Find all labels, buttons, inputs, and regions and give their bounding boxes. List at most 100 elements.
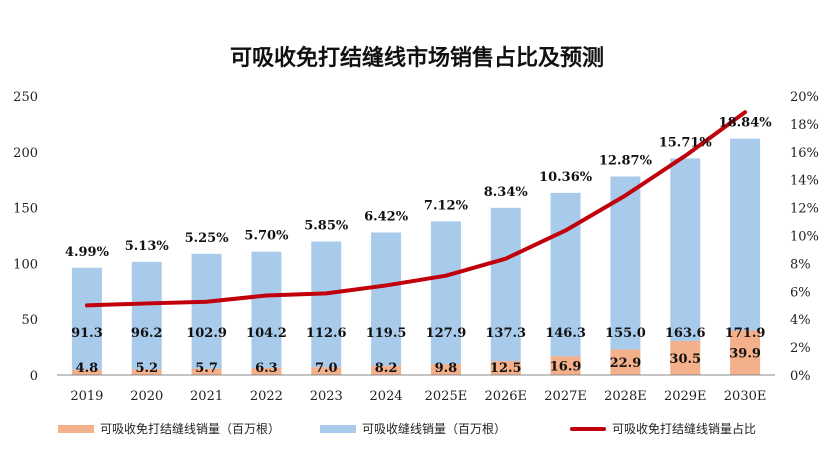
x-tick-label: 2022 (250, 389, 283, 404)
bar-exempt (730, 330, 761, 375)
y-left-tick-label: 0 (30, 369, 38, 384)
data-label-exempt: 4.8 (76, 361, 99, 376)
bar-absorb (71, 267, 102, 370)
legend-swatch-absorb (320, 424, 356, 433)
chart-legend: 可吸收免打结缝线销量（百万根） 可吸收缝线销量（百万根） 可吸收免打结缝线销量占… (58, 420, 818, 442)
data-label-exempt: 6.3 (255, 361, 278, 376)
y-left-tick-label: 200 (13, 146, 38, 161)
chart-title: 可吸收免打结缝线市场销售占比及预测 (229, 46, 604, 71)
x-tick-label: 2030E (724, 389, 767, 404)
x-tick-label: 2026E (484, 389, 527, 404)
bar-absorb (371, 232, 402, 366)
bar-absorb (670, 158, 701, 341)
y-left-tick-label: 50 (21, 313, 38, 328)
y-right-tick-label: 14% (790, 174, 819, 189)
legend-swatch-exempt (58, 424, 94, 433)
data-label-ratio: 8.34% (484, 185, 529, 200)
x-tick-label: 2020 (130, 389, 163, 404)
bar-absorb (730, 138, 761, 331)
bar-exempt (550, 356, 581, 375)
data-label-ratio: 15.71% (659, 135, 713, 150)
data-label-absorb: 91.3 (71, 326, 103, 341)
bar-exempt (191, 368, 222, 375)
data-label-exempt: 22.9 (610, 356, 642, 371)
y-right-tick-label: 4% (790, 313, 811, 328)
data-label-ratio: 5.85% (304, 219, 349, 234)
y-right-tick-label: 6% (790, 285, 811, 300)
data-label-absorb: 119.5 (366, 326, 407, 341)
data-label-absorb: 171.9 (725, 326, 766, 341)
legend-label-absorb: 可吸收缝线销量（百万根） (362, 422, 507, 436)
data-label-ratio: 5.13% (125, 239, 170, 254)
bar-absorb (550, 192, 581, 357)
bar-absorb (131, 261, 162, 370)
data-label-exempt: 9.8 (435, 361, 458, 376)
data-label-absorb: 146.3 (545, 326, 586, 341)
bar-exempt (610, 349, 641, 375)
data-label-absorb: 104.2 (246, 326, 287, 341)
ratio-line (84, 110, 748, 308)
x-tick-label: 2019 (70, 389, 103, 404)
legend-label-exempt: 可吸收免打结缝线销量（百万根） (100, 422, 281, 436)
bar-absorb (191, 253, 222, 369)
data-label-exempt: 12.5 (490, 361, 522, 376)
data-label-absorb: 137.3 (485, 326, 526, 341)
bar-exempt (71, 369, 102, 375)
data-label-ratio: 4.99% (65, 245, 110, 260)
data-label-absorb: 102.9 (186, 326, 227, 341)
data-label-exempt: 39.9 (729, 347, 761, 362)
y-left-tick-label: 150 (13, 202, 38, 217)
bar-exempt (670, 340, 701, 375)
data-label-exempt: 8.2 (375, 361, 398, 376)
bar-absorb (610, 176, 641, 350)
y-right-tick-label: 0% (790, 369, 811, 384)
bar-absorb (251, 251, 282, 368)
bar-exempt (490, 361, 521, 375)
y-left-tick-label: 250 (13, 90, 38, 105)
data-label-ratio: 5.25% (185, 231, 230, 246)
bar-absorb (490, 207, 521, 362)
y-right-tick-label: 2% (790, 341, 811, 356)
data-label-exempt: 7.0 (315, 361, 338, 376)
data-label-ratio: 18.84% (719, 116, 773, 131)
y-right-tick-label: 12% (790, 202, 819, 217)
data-label-ratio: 12.87% (599, 153, 653, 168)
legend-item-ratio: 可吸收免打结缝线销量占比 (570, 420, 756, 437)
data-label-exempt: 30.5 (669, 352, 701, 367)
data-label-ratio: 5.70% (244, 229, 289, 244)
y-left-tick-label: 100 (13, 257, 38, 272)
y-right-tick-label: 10% (790, 230, 819, 245)
legend-swatch-ratio (570, 426, 606, 431)
bar-exempt (311, 367, 342, 375)
x-tick-label: 2025E (425, 389, 468, 404)
data-label-ratio: 10.36% (539, 170, 593, 185)
legend-item-absorb: 可吸收缝线销量（百万根） (320, 420, 506, 437)
x-tick-label: 2021 (190, 389, 223, 404)
y-right-tick-label: 20% (790, 90, 819, 105)
x-tick-label: 2028E (604, 389, 647, 404)
x-tick-label: 2027E (544, 389, 587, 404)
bar-absorb (430, 221, 461, 365)
data-label-exempt: 5.2 (135, 361, 158, 376)
data-label-absorb: 127.9 (426, 326, 467, 341)
data-label-absorb: 155.0 (605, 326, 646, 341)
data-label-exempt: 16.9 (550, 360, 582, 375)
data-label-ratio: 6.42% (364, 209, 409, 224)
y-right-tick-label: 16% (790, 146, 819, 161)
data-label-absorb: 96.2 (131, 326, 163, 341)
data-label-absorb: 112.6 (306, 326, 347, 341)
y-right-tick-label: 8% (790, 257, 811, 272)
legend-item-exempt: 可吸收免打结缝线销量（百万根） (58, 420, 280, 437)
data-label-absorb: 163.6 (665, 326, 706, 341)
bar-exempt (430, 364, 461, 375)
data-label-exempt: 5.7 (195, 361, 218, 376)
x-tick-label: 2023 (310, 389, 343, 404)
bar-exempt (251, 367, 282, 375)
legend-label-ratio: 可吸收免打结缝线销量占比 (612, 422, 757, 436)
data-label-ratio: 7.12% (424, 198, 469, 213)
y-right-tick-label: 18% (790, 118, 819, 133)
bar-absorb (311, 241, 342, 368)
bar-exempt (371, 365, 402, 375)
x-tick-label: 2024 (370, 389, 403, 404)
